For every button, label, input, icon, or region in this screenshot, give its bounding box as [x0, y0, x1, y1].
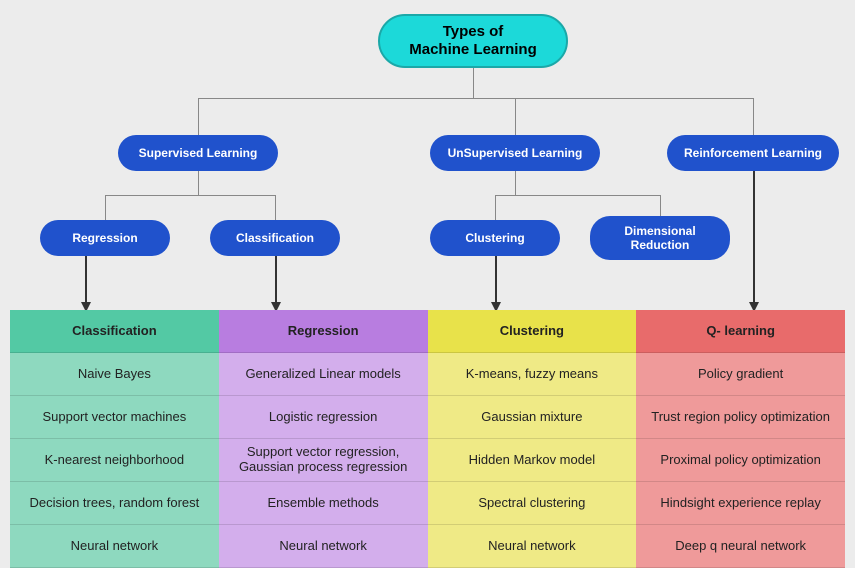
- table-cell: Gaussian mixture: [428, 396, 637, 439]
- table-cell: Hidden Markov model: [428, 439, 637, 482]
- table-cell: Ensemble methods: [219, 482, 428, 525]
- table-cell: Hindsight experience replay: [636, 482, 845, 525]
- branch-supervised: Supervised Learning: [118, 135, 278, 171]
- connector: [198, 98, 753, 99]
- connector: [660, 195, 661, 216]
- root-node: Types ofMachine Learning: [378, 14, 568, 68]
- table-cell: Neural network: [428, 525, 637, 568]
- connector: [753, 98, 754, 135]
- connector: [198, 171, 199, 195]
- table-cell: Decision trees, random forest: [10, 482, 219, 525]
- table-cell: Spectral clustering: [428, 482, 637, 525]
- root-label: Types ofMachine Learning: [409, 23, 537, 59]
- table-cell: Neural network: [219, 525, 428, 568]
- table-cell: Proximal policy optimization: [636, 439, 845, 482]
- subbranch-regression: Regression: [40, 220, 170, 256]
- column-header: Regression: [219, 310, 428, 353]
- table-cell: K-means, fuzzy means: [428, 353, 637, 396]
- table-cell: Trust region policy optimization: [636, 396, 845, 439]
- connector: [495, 195, 660, 196]
- col-classification: ClassificationNaive BayesSupport vector …: [10, 310, 219, 568]
- connector: [105, 195, 275, 196]
- table-cell: Policy gradient: [636, 353, 845, 396]
- connector: [515, 98, 516, 135]
- col-clustering: ClusteringK-means, fuzzy meansGaussian m…: [428, 310, 637, 568]
- arrow-line: [85, 256, 87, 302]
- arrow-line: [275, 256, 277, 302]
- subbranch-clustering: Clustering: [430, 220, 560, 256]
- column-header: Classification: [10, 310, 219, 353]
- table-cell: K-nearest neighborhood: [10, 439, 219, 482]
- table-cell: Neural network: [10, 525, 219, 568]
- connector: [495, 195, 496, 220]
- subbranch-classification: Classification: [210, 220, 340, 256]
- col-reinforcement: Q- learningPolicy gradientTrust region p…: [636, 310, 845, 568]
- connector: [473, 68, 474, 98]
- column-header: Q- learning: [636, 310, 845, 353]
- table-cell: Generalized Linear models: [219, 353, 428, 396]
- table-cell: Support vector machines: [10, 396, 219, 439]
- branch-unsupervised: UnSupervised Learning: [430, 135, 600, 171]
- arrow-line: [495, 256, 497, 302]
- connector: [275, 195, 276, 220]
- branch-reinforcement: Reinforcement Learning: [667, 135, 839, 171]
- col-regression: RegressionGeneralized Linear modelsLogis…: [219, 310, 428, 568]
- table-cell: Support vector regression, Gaussian proc…: [219, 439, 428, 482]
- algorithm-table: ClassificationNaive BayesSupport vector …: [10, 310, 845, 568]
- arrow-line: [753, 171, 755, 302]
- connector: [198, 98, 199, 135]
- table-cell: Deep q neural network: [636, 525, 845, 568]
- connector: [105, 195, 106, 220]
- subbranch-dimred: Dimensional Reduction: [590, 216, 730, 260]
- table-cell: Naive Bayes: [10, 353, 219, 396]
- table-cell: Logistic regression: [219, 396, 428, 439]
- connector: [515, 171, 516, 195]
- column-header: Clustering: [428, 310, 637, 353]
